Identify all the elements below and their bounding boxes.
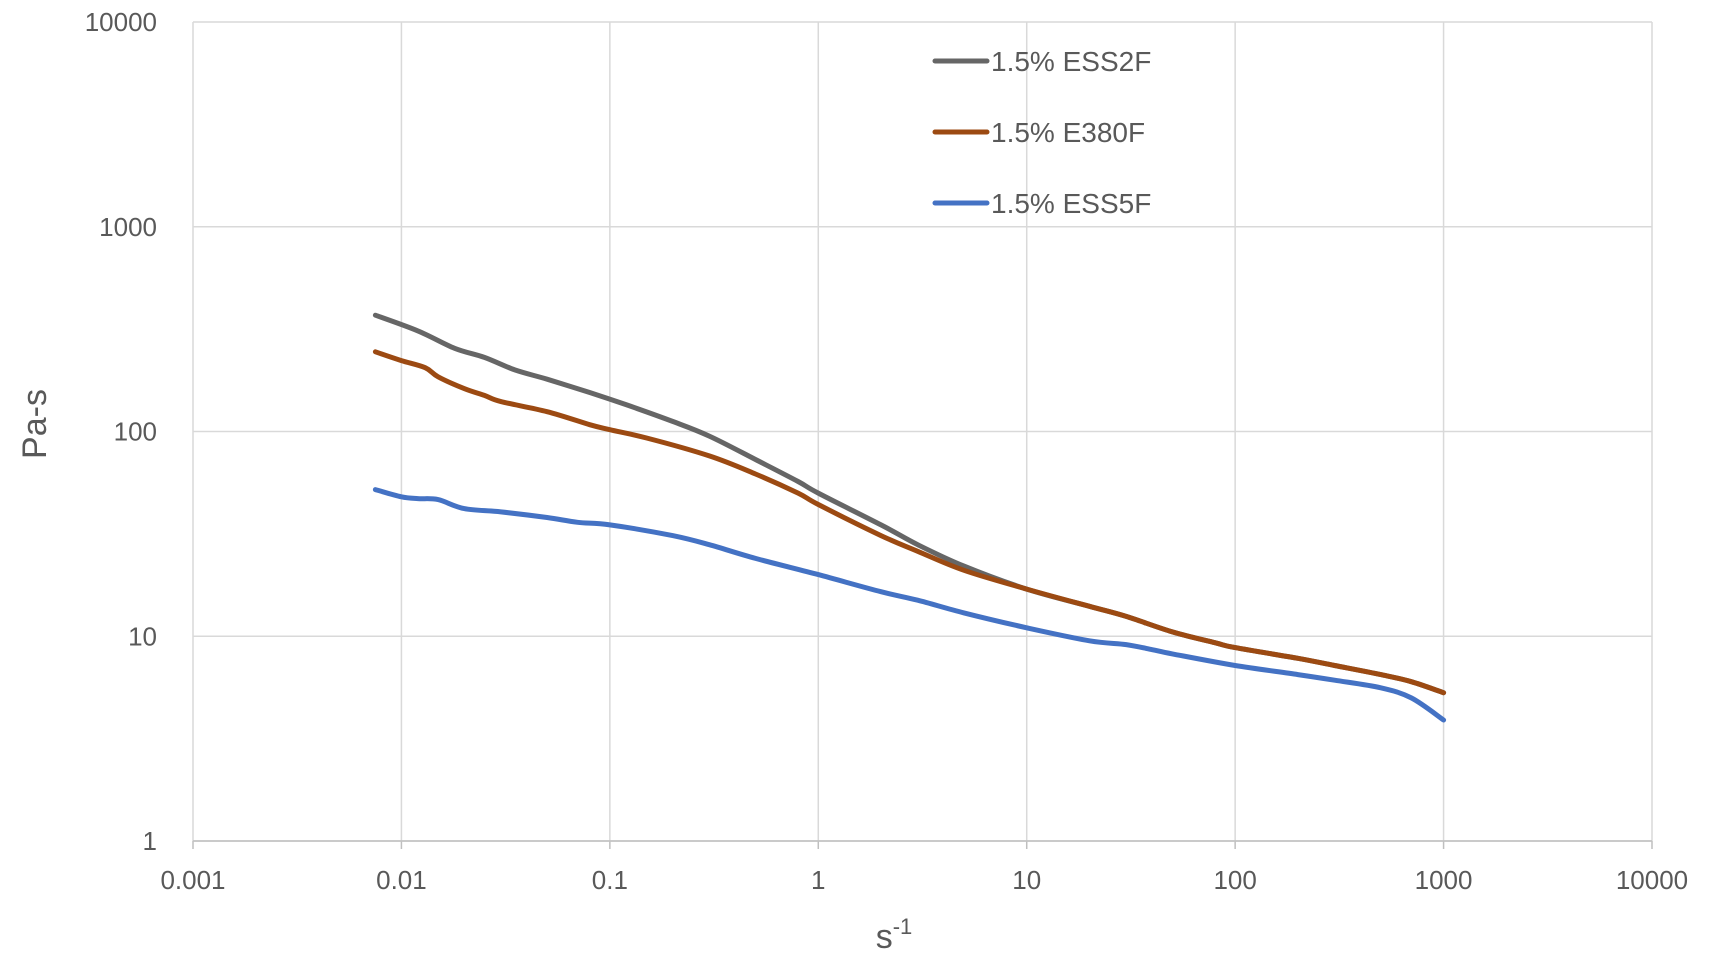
- legend: 1.5% ESS2F 1.5% E380F 1.5% ESS5F: [932, 46, 1151, 219]
- tick-labels: 0.001 0.01 0.1 1 10 100 1000 10000 1 10 100 1000 100…: [85, 7, 1688, 895]
- y-axis-title: Pa-s: [16, 389, 54, 459]
- y-tick-label: 10000: [85, 7, 157, 37]
- y-tick-label: 100: [114, 417, 157, 447]
- series-lines: [372, 312, 1447, 723]
- x-tick-label: 10: [1012, 865, 1041, 895]
- x-tick-label: 0.001: [160, 865, 225, 895]
- x-tick-label: 100: [1213, 865, 1256, 895]
- legend-label: 1.5% ESS2F: [991, 46, 1151, 77]
- legend-label: 1.5% E380F: [991, 117, 1145, 148]
- y-tick-label: 1000: [99, 212, 157, 242]
- x-axis-title-superscript: -1: [893, 914, 913, 939]
- x-tick-label: 0.01: [376, 865, 427, 895]
- x-axis-title-base: s: [876, 918, 893, 956]
- x-tick-label: 10000: [1616, 865, 1688, 895]
- series-line-3: [372, 487, 1447, 723]
- x-axis-title: s-1: [876, 914, 913, 956]
- x-tick-label: 0.1: [592, 865, 628, 895]
- gridlines: [192, 21, 1653, 849]
- x-tick-label: 1: [811, 865, 825, 895]
- y-tick-label: 10: [128, 621, 157, 651]
- legend-label: 1.5% ESS5F: [991, 188, 1151, 219]
- series-line-2: [372, 349, 1447, 696]
- y-tick-label: 1: [143, 826, 157, 856]
- x-tick-label: 1000: [1415, 865, 1473, 895]
